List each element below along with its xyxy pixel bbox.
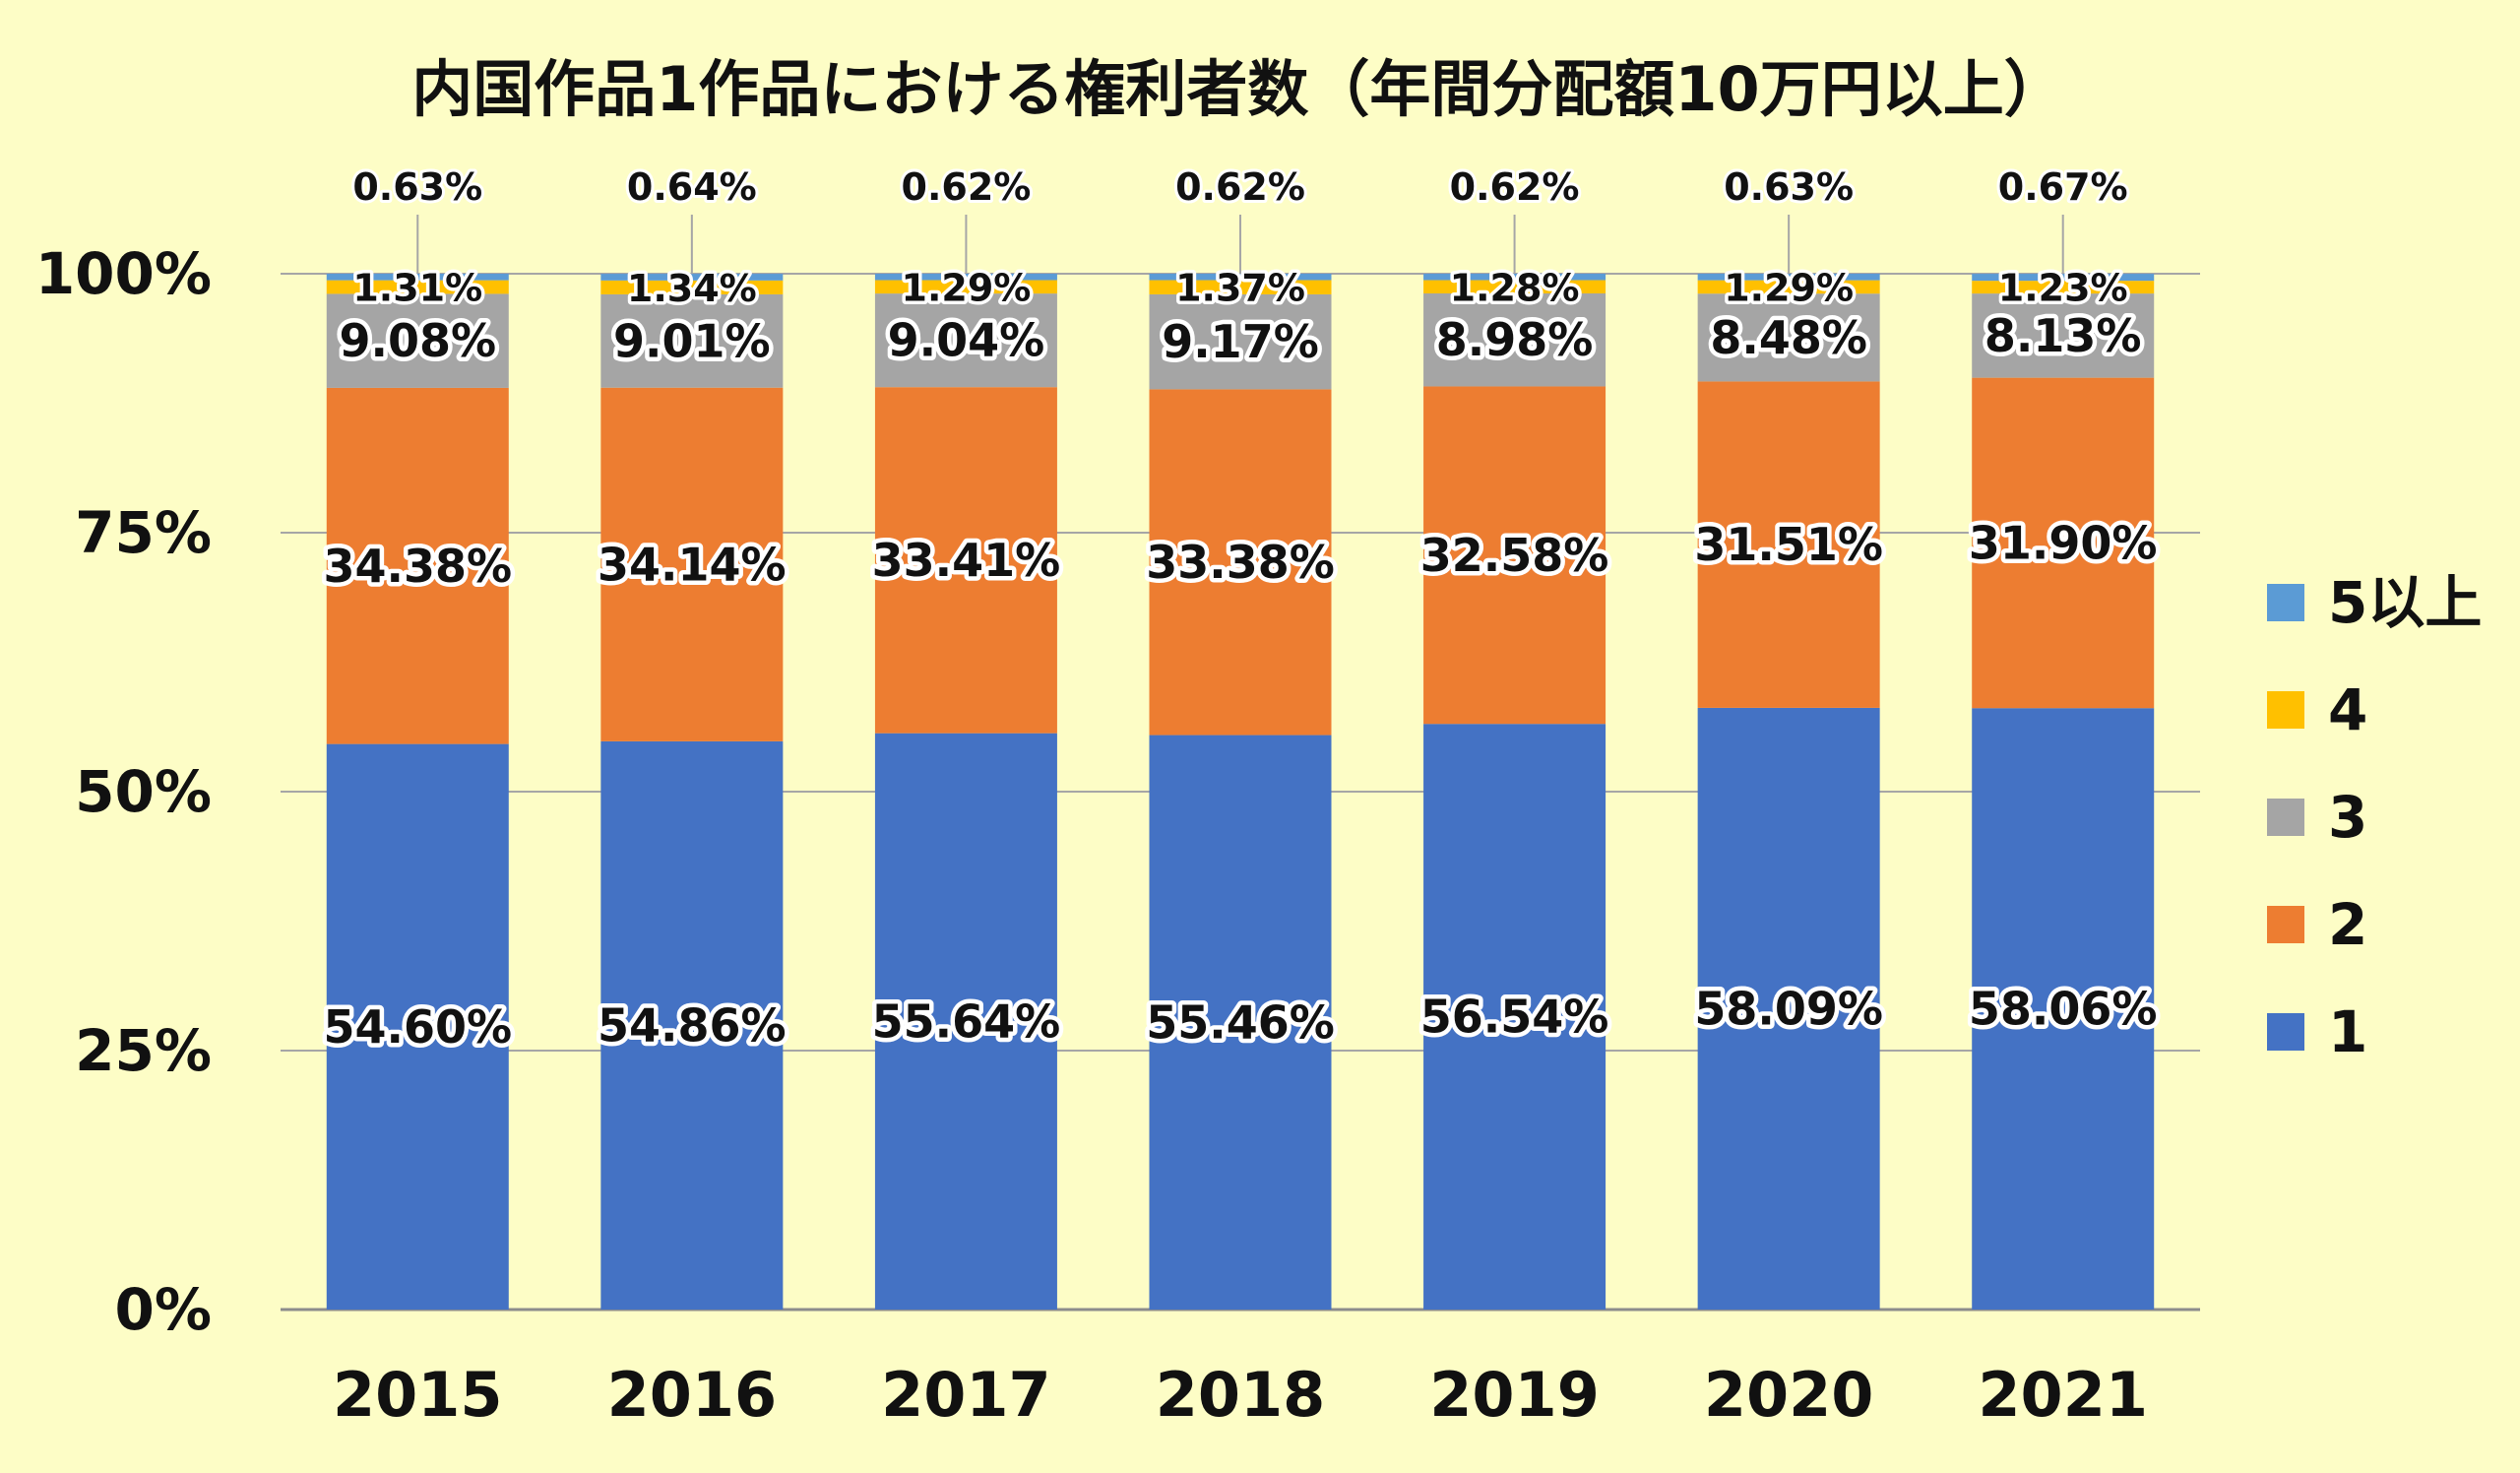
bar-2021-series-2 [1972,377,2155,709]
bar-2017-series-2 [874,387,1057,734]
bar-2015-series-3 [326,293,509,388]
bar-2017-series-4 [874,280,1057,294]
data-label-2018-series-3: 9.17% [1162,315,1319,368]
bar-2015-series-5以上 [326,274,509,281]
legend-swatch [2267,906,2304,943]
bars [326,274,2155,1310]
x-tick-label-2020: 2020 [1704,1359,1874,1431]
data-label-2021-series-1: 58.06% [1969,983,2158,1036]
bar-2017-series-5以上 [874,274,1057,281]
data-label-2020-series-3: 8.48% [1710,311,1867,364]
bar-2020-series-3 [1697,293,1880,382]
bar-2020-series-1 [1697,707,1880,1310]
bar-2018-series-1 [1149,735,1332,1310]
data-label-2015-series-5plus: 0.63% [352,165,482,209]
data-label-2017-series-2: 33.41% [872,534,1061,587]
bar-2020-series-4 [1697,280,1880,294]
chart-title: 内国作品1作品における権利者数（年間分配額10万円以上） [411,53,2064,125]
legend-item-3: 3 [2267,784,2367,851]
data-label-2019-series-3: 8.98% [1436,313,1594,366]
bar-2017-series-3 [874,293,1057,388]
x-tick-label-2015: 2015 [333,1359,503,1431]
bar-2016-series-4 [600,280,784,294]
data-label-2020-series-1: 58.09% [1694,982,1883,1035]
legend-swatch [2267,691,2304,729]
bar-2018-series-3 [1149,293,1332,390]
data-label-2019-series-2: 32.58% [1420,529,1609,582]
bar-2015-series-4 [326,280,509,294]
data-label-2018-series-2: 33.38% [1146,536,1335,589]
data-label-2016-series-5plus: 0.64% [627,165,757,209]
bar-2015-series-2 [326,387,509,744]
bar-2018-series-5以上 [1149,274,1332,281]
x-tick-label-2021: 2021 [1978,1359,2148,1431]
bar-2019-series-4 [1423,280,1606,293]
data-label-2019-series-5plus: 0.62% [1450,165,1580,209]
bar-2019-series-1 [1423,724,1606,1310]
data-label-2015-series-1: 54.60% [323,1000,512,1054]
bar-2021-series-3 [1972,293,2155,378]
legend-swatch [2267,584,2304,621]
bar-2019-series-5以上 [1423,274,1606,281]
legend-swatch [2267,799,2304,836]
legend-label: 2 [2328,891,2367,958]
data-label-2017-series-1: 55.64% [872,994,1061,1048]
x-tick-label-2017: 2017 [881,1359,1051,1431]
bar-2021-series-4 [1972,281,2155,294]
data-label-2018-series-1: 55.46% [1146,995,1335,1049]
legend-item-2: 2 [2267,891,2367,958]
data-label-2016-series-1: 54.86% [598,998,787,1052]
bar-2018-series-4 [1149,280,1332,294]
legend: 5以上 4 3 2 1 [2267,569,2482,1065]
x-tick-label-2018: 2018 [1156,1359,1326,1431]
axes: 0% 25% 50% 75% 100% 2015 2016 2017 2018 2019 2020 2… [35,240,2148,1431]
data-label-2021-series-3: 8.13% [1984,309,2142,362]
legend-swatch [2267,1013,2304,1051]
data-label-2019-series-1: 56.54% [1420,991,1609,1044]
data-label-2021-series-5plus: 0.67% [1998,165,2128,209]
x-tick-label-2016: 2016 [607,1359,778,1431]
bar-2016-series-1 [600,740,784,1310]
legend-label: 4 [2328,676,2367,743]
y-tick-label: 25% [75,1017,212,1084]
y-tick-label: 0% [115,1276,212,1343]
y-tick-label: 50% [75,758,212,825]
data-labels: 54.60%34.38%9.08%1.31%0.63%54.86%34.14%9… [319,162,2162,1057]
legend-item-1: 1 [2267,998,2367,1065]
x-tick-label-2019: 2019 [1429,1359,1600,1431]
data-label-2016-series-3: 9.01% [613,314,771,367]
legend-label: 5以上 [2328,569,2482,636]
bar-2021-series-5以上 [1972,274,2155,282]
legend-item-4: 4 [2267,676,2367,743]
data-label-2018-series-5plus: 0.62% [1175,165,1305,209]
bar-2018-series-2 [1149,389,1332,736]
bar-2017-series-1 [874,733,1057,1310]
data-label-2017-series-5plus: 0.62% [902,165,1032,209]
y-tick-label: 100% [35,240,212,307]
bar-2019-series-2 [1423,386,1606,725]
data-label-2016-series-2: 34.14% [598,538,787,591]
legend-item-5以上: 5以上 [2267,569,2482,636]
data-label-2021-series-2: 31.90% [1969,516,2158,569]
bar-2015-series-1 [326,743,509,1310]
data-label-2016-series-4: 1.34% [627,267,757,310]
data-label-2015-series-3: 9.08% [339,314,496,367]
legend-label: 1 [2328,998,2367,1065]
data-label-2020-series-2: 31.51% [1694,518,1883,571]
bar-2020-series-2 [1697,381,1880,708]
data-label-2015-series-2: 34.38% [323,540,512,593]
data-label-2020-series-5plus: 0.63% [1724,165,1854,209]
bar-2016-series-2 [600,387,784,741]
bar-2021-series-1 [1972,708,2155,1310]
bar-2020-series-5以上 [1697,274,1880,281]
bar-2016-series-5以上 [600,274,784,281]
y-tick-label: 75% [75,499,212,566]
bar-2019-series-3 [1423,292,1606,387]
bar-2016-series-3 [600,293,784,388]
data-label-2017-series-3: 9.04% [888,314,1045,367]
legend-label: 3 [2328,784,2367,851]
